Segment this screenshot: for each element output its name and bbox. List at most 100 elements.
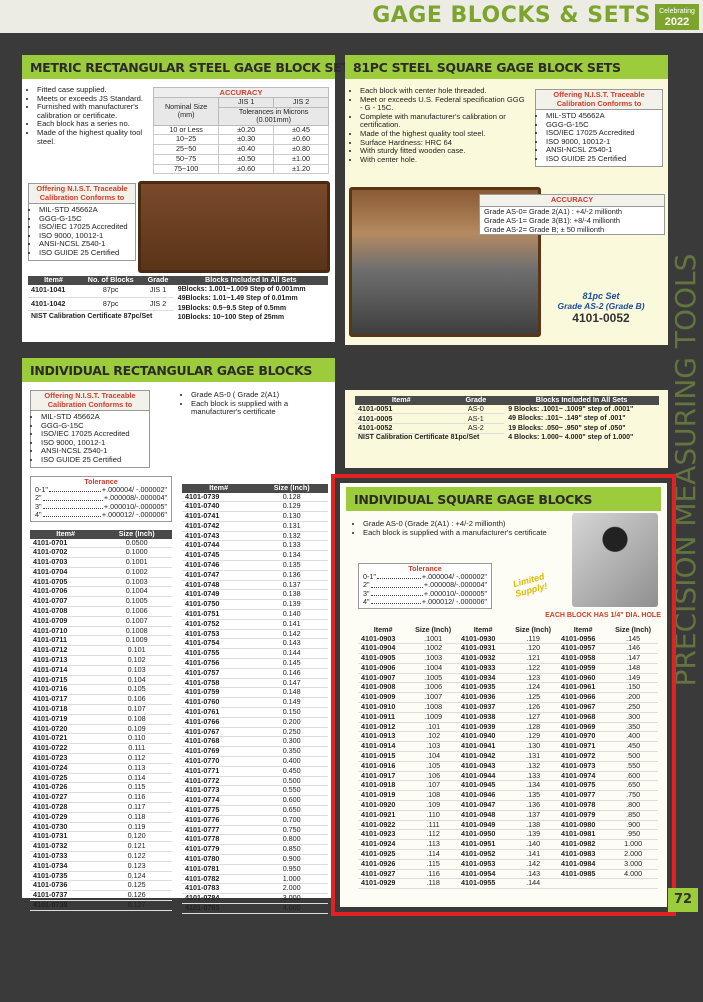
table-row: 4101-0924.113 4101-0951.140 4101-0982 1.000 [358,839,658,851]
item-number: 4101-0942 [457,751,509,762]
size: 0.143 [255,639,328,650]
item-number: 4101-0923 [358,830,409,841]
table-row: 4101-0773 0.550 [182,786,328,797]
size: 4.000 [255,903,328,914]
item-number: 4101-0742 [182,521,256,532]
section-title: INDIVIDUAL SQUARE GAGE BLOCKS [346,487,661,511]
dots [370,590,423,596]
nist-box: Offering N.I.S.T. Traceable Calibration … [535,89,663,167]
table-row: 4101-0760 0.149 [182,697,328,709]
size: 0.147 [255,678,328,689]
size: 0.108 [101,714,172,725]
item-number: 4101-0957 [557,643,609,655]
item-number: 4101-0904 [358,643,409,655]
table-row: 4101-0781 0.950 [182,864,328,875]
item-number: 4101-0921 [358,810,409,821]
table-row: 4101-0740 0.129 [182,501,328,513]
table-row: 4101-0713 0.102 [30,655,172,666]
size: 0.104 [101,675,172,686]
size: .800 [608,800,658,811]
tolerance-row: 2" +.000008/-.000004" [35,493,167,502]
item-number: 4101-0929 [358,879,409,890]
bullet: ISO GUIDE 25 Certified [546,154,660,164]
tolerance-box: Tolerance 0-1" +.000004/ -.000002" 2" +.0000… [30,476,172,523]
item-number: 4101-0707 [30,596,102,608]
item-number: 4101-0719 [30,714,102,725]
size: 0.149 [255,697,328,709]
nist-title: Offering N.I.S.T. Traceable Calibration … [31,391,149,411]
item-number: 4101-0961 [557,683,609,694]
size: .140 [508,839,558,851]
column-header: Size (Inch) [255,483,328,493]
table-row: 4101-0717 0.106 [30,694,172,706]
item-number: 4101-0714 [30,665,102,676]
item-number: 4101-0948 [457,810,509,821]
item-number: 4101-0731 [30,832,102,843]
item-number: 4101-0748 [182,580,256,591]
size: .116 [408,869,458,880]
size: 0.450 [255,766,328,777]
size: 0.122 [101,851,172,862]
size: .105 [408,761,458,772]
badge-text: Celebrating [659,8,695,15]
table-row: 4101-0741 0.130 [182,511,328,522]
table-row: 4101-0742 0.131 [182,521,328,532]
bullet: ISO 9000, 10012-1 [546,137,660,147]
cell: 75~100 [152,163,220,175]
set-table: Item# Grade Blocks Included In All Sets 410… [355,395,659,443]
table-row: 4101-0723 0.112 [30,753,172,764]
cell: JIS 2 [142,297,174,312]
item-number: 4101-0781 [182,864,256,875]
size: 0.125 [101,881,172,892]
item-number: 4101-0724 [30,763,102,774]
item-number: 4101-0947 [457,800,509,811]
size: 0.150 [255,707,328,718]
item-number: 4101-0751 [182,609,256,620]
item-number: 4101-0755 [182,648,256,660]
size: 3.000 [255,893,328,904]
section-title: METRIC RECTANGULAR STEEL GAGE BLOCK SETS [22,55,359,79]
size: .149 [608,673,658,684]
item-number: 4101-0761 [182,707,256,718]
table-row: 4101-0705 0.1003 [30,577,172,588]
table-row: 4101-0754 0.143 [182,639,328,650]
size: .113 [408,839,458,851]
size: 0.102 [101,655,172,666]
tolerance-row: 0-1" +.000004/ -.000002" [363,572,487,581]
bullet: Made of the highest quality tool steel. [37,128,150,146]
cell: ±0.60 [218,163,275,175]
table-row: 4101-0704 0.1002 [30,567,172,578]
size: 0.200 [255,717,328,728]
item-number: 4101-0701 [30,538,102,549]
size: .1008 [408,702,458,713]
size: .850 [608,810,658,821]
item-number: 4101-0949 [457,820,509,831]
table-row: 4101-0915.104 4101-0942.131 4101-0972.500 [358,751,658,762]
header-row: Item# Size (Inch) [30,529,172,539]
nist-box: Offering N.I.S.T. Traceable Calibration … [30,390,150,468]
table-row: 4101-0738 0.127 [30,900,172,911]
size: 0.121 [101,841,172,852]
table-row: 4101-0784 3.000 [182,893,328,904]
note: Limited Supply! [498,568,561,603]
item-number: 4101-0739 [182,492,256,503]
table-row: 4101-0751 0.140 [182,609,328,620]
size: 0.1008 [101,626,172,637]
item-number: 4101-0916 [358,761,409,772]
item-number: 4101-0955 [457,879,509,890]
table-row: 4101-0706 0.1004 [30,587,172,598]
size: .112 [408,830,458,841]
table-row: 4101-0904.1002 4101-0931.120 4101-0957.146 [358,643,658,655]
item-number: 4101-0958 [557,653,609,664]
page-number: 72 [668,888,698,912]
accuracy-title: ACCURACY [153,87,329,97]
item-number: 4101-0712 [30,645,102,657]
size: .142 [508,859,558,870]
blocks-cell: 9Blocks: 1.001~1.009 Step of 0.001mm 49Bl… [174,285,328,323]
item-number: 4101-0760 [182,697,256,709]
item-number: 4101-0708 [30,606,102,617]
bullet-list: MIL-STD 45662AGGG-G-15CISO/IEC 17025 Acc… [536,110,662,166]
item-number: 4101-0774 [182,795,256,806]
table-row: 4101-0910.1008 4101-0937.126 4101-0967.250 [358,702,658,713]
size: 0.133 [255,541,328,552]
